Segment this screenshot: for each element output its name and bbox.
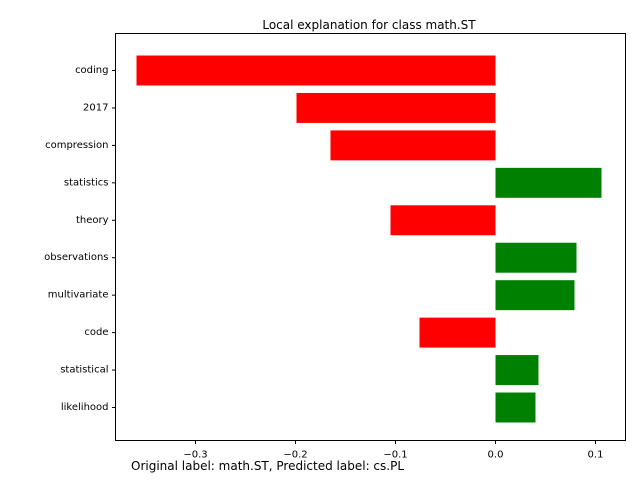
bars-group [136, 55, 602, 423]
bar-coding [136, 55, 496, 86]
bar-theory [390, 205, 496, 236]
bar-multivariate [495, 280, 575, 311]
bar-statistical [495, 355, 539, 386]
y-axis-ticks: coding 2017 compression statistics theory obs… [44, 65, 116, 413]
xtick-label: 0.0 [488, 450, 504, 461]
bar-2017 [296, 92, 496, 123]
ytick-label: compression [45, 140, 108, 151]
ytick-label: likelihood [61, 402, 109, 413]
ytick-label: observations [44, 252, 108, 263]
caption-text: Original label: math.ST, Predicted label… [131, 459, 405, 473]
xtick-label: −0.2 [283, 450, 307, 461]
bar-compression [330, 130, 496, 161]
x-axis-ticks: −0.3 −0.2 −0.1 0.0 0.1 [183, 440, 604, 461]
ytick-label: multivariate [48, 290, 109, 301]
bar-likelihood [495, 392, 536, 423]
bar-code [419, 317, 496, 348]
xtick-label: 0.1 [588, 450, 604, 461]
xtick-label: −0.3 [183, 450, 207, 461]
plot-frame [115, 33, 626, 441]
chart-title: Local explanation for class math.ST [262, 18, 476, 32]
ytick-label: 2017 [83, 102, 108, 113]
xtick-label: −0.1 [383, 450, 407, 461]
ytick-label: theory [76, 215, 109, 226]
bar-observations [495, 242, 577, 273]
ytick-label: code [84, 327, 108, 338]
ytick-label: statistics [64, 177, 109, 188]
ytick-label: statistical [60, 365, 108, 376]
bar-statistics [495, 167, 602, 198]
ytick-label: coding [75, 65, 108, 76]
